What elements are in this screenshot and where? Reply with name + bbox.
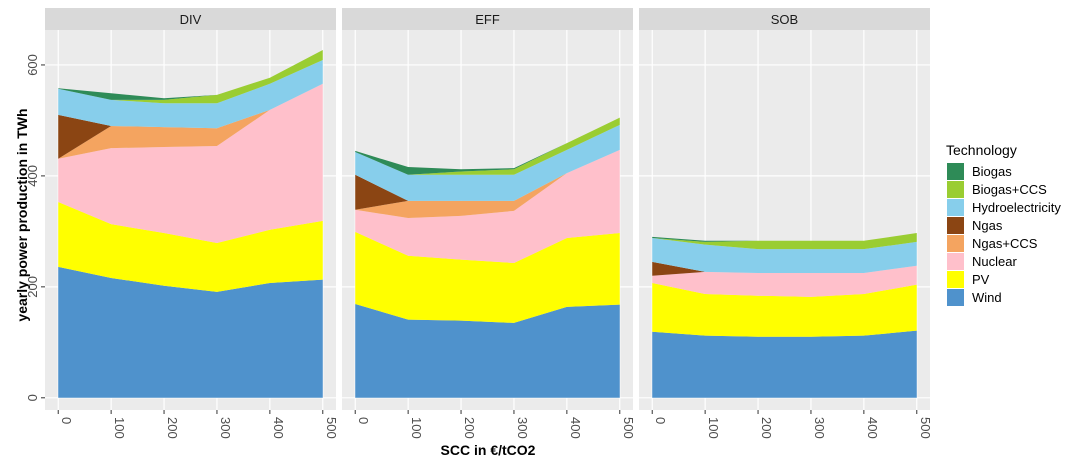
x-tick-label: 200 (759, 417, 774, 439)
x-tick-label: 300 (218, 417, 233, 439)
x-tick-label: 400 (865, 417, 880, 439)
legend-label: Biogas (972, 164, 1012, 179)
x-tick-label: 300 (515, 417, 530, 439)
area (355, 231, 620, 323)
x-tick-label: 0 (59, 417, 74, 424)
x-tick-label: 100 (409, 417, 424, 439)
y-tick-label: 400 (25, 165, 40, 187)
facet-title: DIV (180, 12, 202, 27)
x-tick-label: 200 (165, 417, 180, 439)
legend-key (947, 289, 964, 306)
area (652, 330, 917, 398)
facet-title: EFF (475, 12, 500, 27)
legend-label: Ngas+CCS (972, 236, 1038, 251)
legend-key (947, 181, 964, 198)
strip (342, 8, 633, 30)
area (355, 304, 620, 398)
x-tick-label: 400 (568, 417, 583, 439)
area (58, 59, 323, 129)
legend-key (947, 199, 964, 216)
area (355, 124, 620, 201)
area (652, 233, 917, 250)
legend-key (947, 163, 964, 180)
x-tick-label: 100 (112, 417, 127, 439)
legend-title: Technology (946, 142, 1017, 158)
legend-label: Nuclear (972, 254, 1017, 269)
x-axis-label: SCC in €/tCO2 (441, 442, 536, 458)
x-tick-label: 500 (918, 417, 933, 439)
y-tick-label: 600 (25, 54, 40, 76)
y-axis-label: yearly power production in TWh (14, 108, 30, 321)
area (355, 149, 620, 263)
x-tick-label: 200 (462, 417, 477, 439)
legend-label: Biogas+CCS (972, 182, 1047, 197)
legend-key (947, 217, 964, 234)
legend-key (947, 271, 964, 288)
x-tick-label: 0 (653, 417, 668, 424)
legend-key (947, 253, 964, 270)
area (355, 149, 620, 210)
area (652, 282, 917, 337)
legend-label: PV (972, 272, 990, 287)
x-tick-label: 500 (621, 417, 636, 439)
x-tick-label: 300 (812, 417, 827, 439)
legend-label: Hydroelectricity (972, 200, 1061, 215)
legend-label: Ngas (972, 218, 1003, 233)
legend-label: Wind (972, 290, 1002, 305)
strip (639, 8, 930, 30)
x-tick-label: 400 (271, 417, 286, 439)
legend-key (947, 235, 964, 252)
area (58, 83, 323, 159)
area (58, 201, 323, 292)
area (355, 117, 620, 175)
area (355, 149, 620, 219)
y-tick-label: 0 (25, 394, 40, 401)
area (652, 265, 917, 297)
y-tick-label: 200 (25, 276, 40, 298)
facet-title: SOB (771, 12, 798, 27)
x-tick-label: 100 (706, 417, 721, 439)
area (58, 266, 323, 398)
area (652, 238, 917, 273)
area (58, 83, 323, 244)
x-tick-label: 0 (356, 417, 371, 424)
x-tick-label: 500 (324, 417, 339, 439)
strip (45, 8, 336, 30)
